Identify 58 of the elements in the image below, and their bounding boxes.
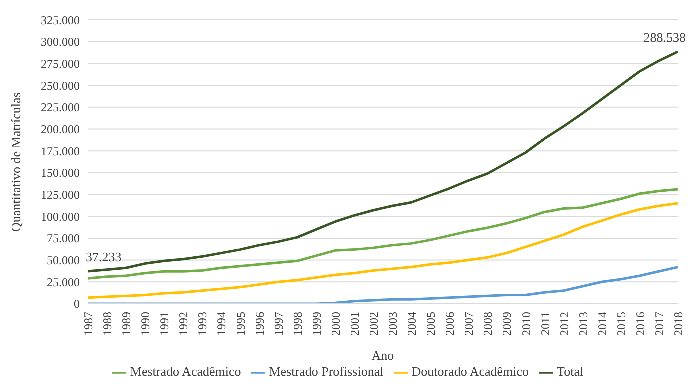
legend-label: Mestrado Profissional [269,364,384,379]
x-tick-label: 1997 [272,312,286,336]
x-tick-label: 1992 [176,312,191,336]
x-tick-label: 2011 [538,312,552,336]
y-tick-label: 0 [74,297,80,312]
legend-label: Doutorado Acadêmico [412,364,530,379]
y-tick-label: 225.000 [41,100,80,115]
x-tick-label: 2000 [328,312,343,336]
legend-label: Mestrado Acadêmico [130,364,242,379]
y-tick-label: 75.000 [47,232,80,246]
x-tick-label: 1990 [138,312,153,336]
x-tick-label: 2012 [557,312,572,336]
x-tick-label: 1991 [158,312,172,336]
x-tick-label: 2007 [462,312,476,336]
x-tick-label: 2014 [595,312,610,336]
y-tick-label: 200.000 [41,122,80,136]
x-tick-label: 2015 [614,312,628,336]
x-tick-label: 1996 [252,312,267,336]
line-series [86,266,680,304]
x-axis-title: Ano [372,348,394,363]
x-tick-label: 2013 [576,312,590,336]
y-tick-label: 125.000 [41,188,80,202]
annotation: 37.233 [86,249,122,264]
x-tick-label: 2005 [424,312,438,336]
x-tick-label: 2002 [367,312,382,336]
y-tick-label: 250.000 [41,78,80,93]
x-tick-label: 2018 [672,312,686,336]
x-tick-label: 2004 [405,312,420,336]
x-tick-label: 1988 [100,312,115,336]
x-tick-label: 2003 [386,312,400,336]
annotation: 288.538 [644,30,686,45]
line-series [86,50,680,273]
y-tick-label: 150.000 [41,166,80,180]
legend-label: Total [557,364,584,379]
y-tick-label: 50.000 [47,254,80,268]
x-tick-label: 2009 [500,312,514,336]
y-tick-label: 300.000 [41,35,80,50]
x-tick-label: 1993 [196,312,210,336]
y-tick-label: 325.000 [41,13,80,28]
x-tick-label: 2006 [443,312,458,336]
y-tick-label: 100.000 [41,210,80,224]
x-tick-label: 2017 [652,312,666,336]
y-axis-title: Quantitativo de Matrículas [8,92,24,232]
y-tick-label: 25.000 [47,275,80,290]
y-tick-label: 275.000 [41,56,80,71]
x-tick-label: 1994 [214,312,229,336]
x-tick-label: 1987 [82,312,96,336]
x-tick-label: 2016 [633,312,648,336]
x-tick-label: 2001 [348,312,362,336]
x-tick-label: 1995 [234,312,248,336]
y-tick-label: 175.000 [41,144,80,158]
x-tick-label: 2008 [481,312,496,336]
x-tick-label: 1989 [120,312,134,336]
x-tick-label: 1999 [310,312,324,336]
x-tick-label: 2010 [519,312,534,336]
x-tick-label: 1998 [290,312,305,336]
line-series [86,188,680,280]
line-series [86,202,680,300]
